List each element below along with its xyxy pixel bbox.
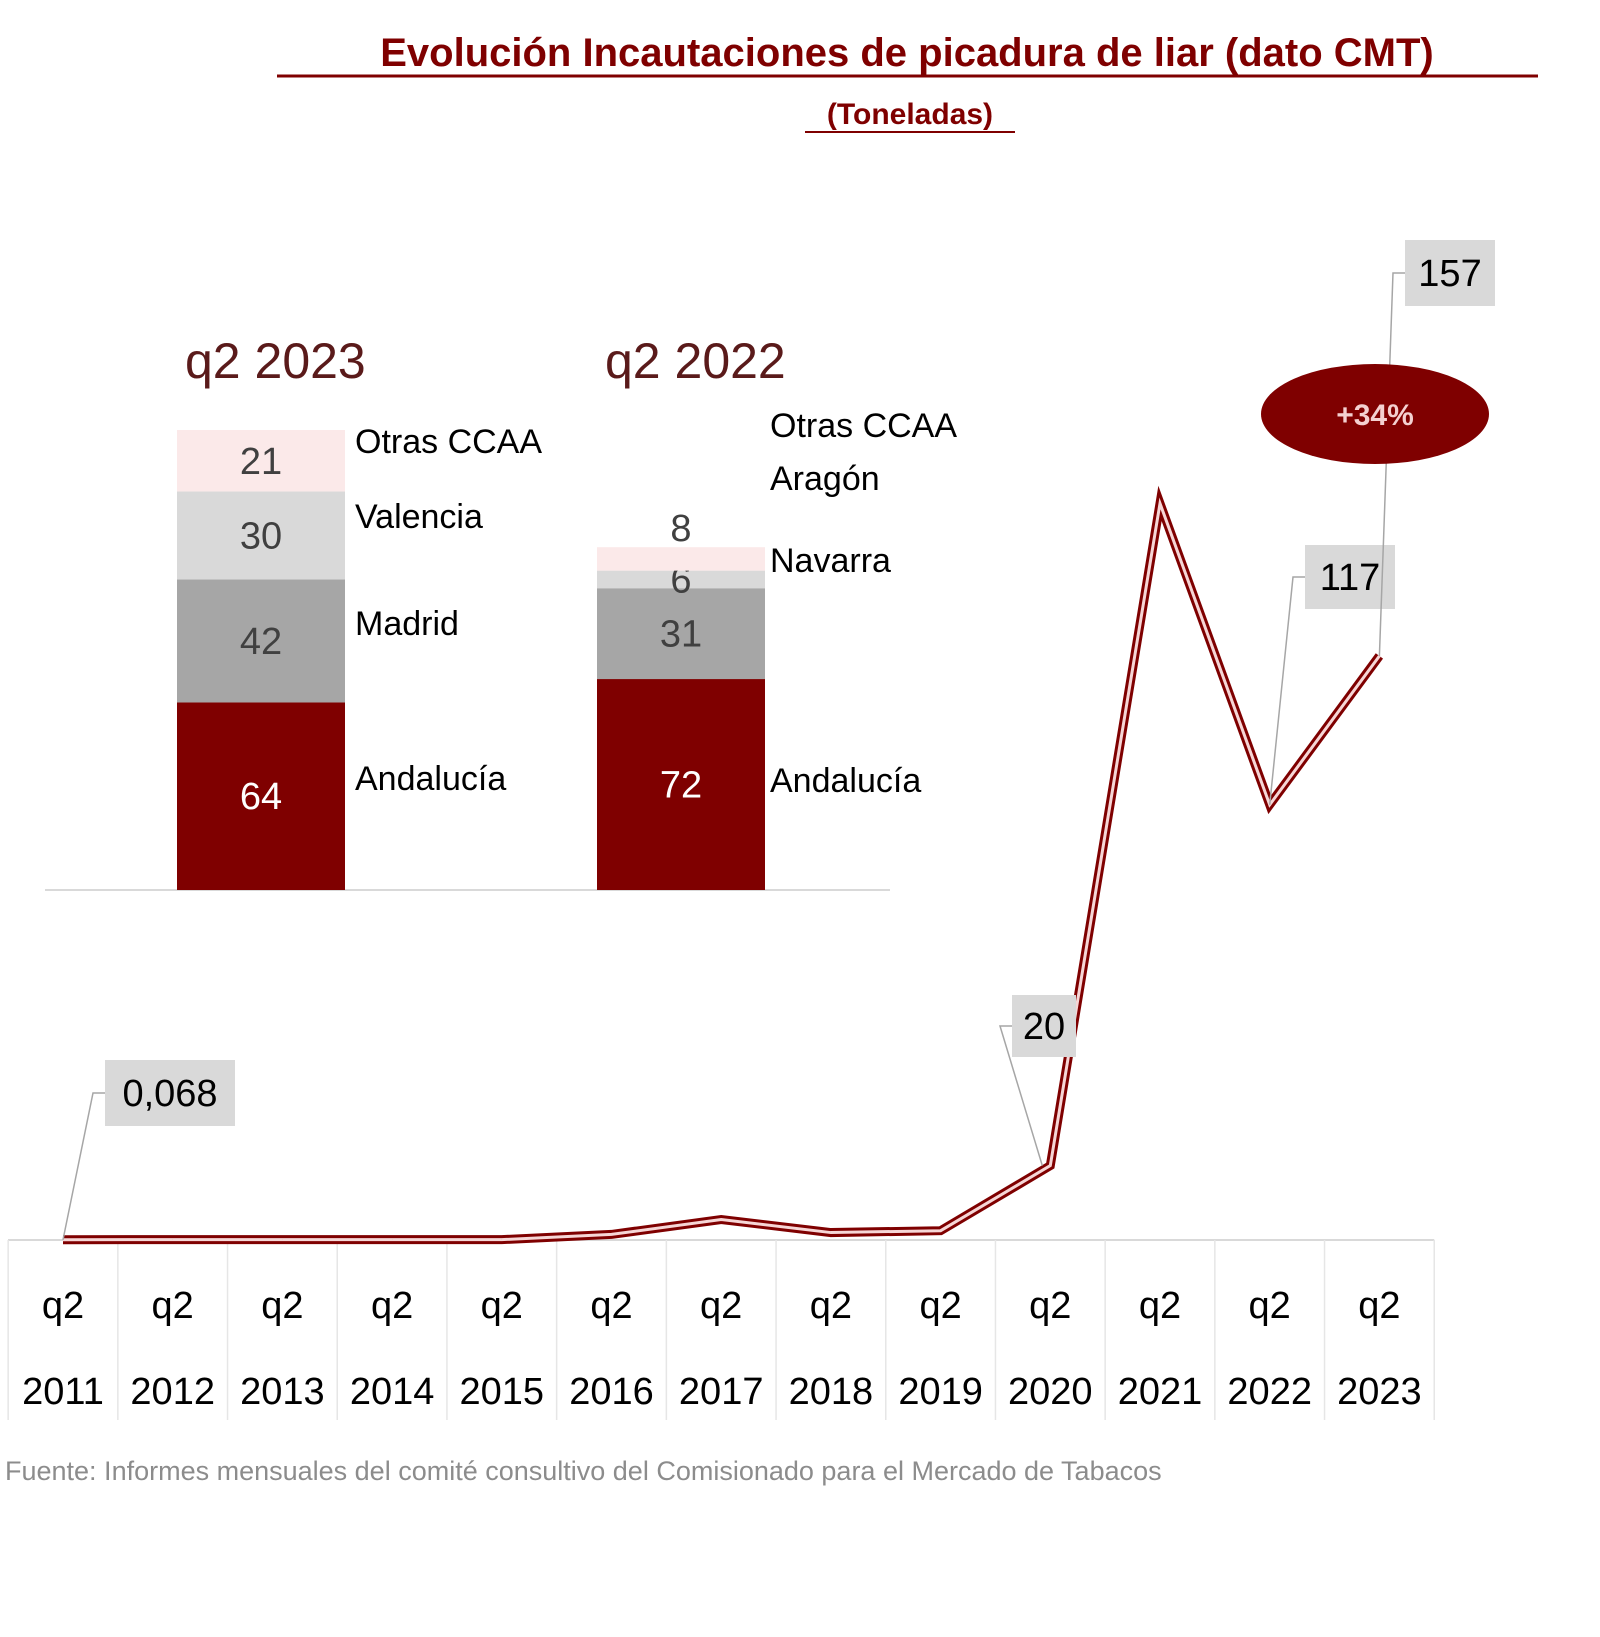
data-label-box xyxy=(1012,995,1076,1057)
bar-value-label: 72 xyxy=(660,765,702,807)
x-tick-label-year: 2021 xyxy=(1118,1371,1203,1413)
data-label-box xyxy=(105,1060,235,1126)
data-label-box xyxy=(1305,545,1395,609)
data-label: 0,068 xyxy=(122,1073,217,1115)
x-tick-label-quarter: q2 xyxy=(590,1285,632,1327)
x-tick-label-quarter: q2 xyxy=(1029,1285,1071,1327)
x-tick-label-quarter: q2 xyxy=(1139,1285,1181,1327)
chart-title: Evolución Incautaciones de picadura de l… xyxy=(380,31,1434,75)
x-tick-label-quarter: q2 xyxy=(42,1285,84,1327)
data-label-leader xyxy=(1378,272,1405,656)
x-tick-label-quarter: q2 xyxy=(1249,1285,1291,1327)
bar-value-label: 21 xyxy=(240,441,282,483)
bar-segment-valencia xyxy=(177,491,345,580)
bar-segment-navarra xyxy=(597,588,765,680)
bar-segment-andalucía xyxy=(597,679,765,890)
footer-source: Fuente: Informes mensuales del comité co… xyxy=(5,1456,1162,1486)
data-label-leader xyxy=(62,1092,105,1240)
x-tick-label-quarter: q2 xyxy=(810,1285,852,1327)
bar-title: q2 2022 xyxy=(605,333,786,389)
bar-segment-madrid xyxy=(177,579,345,703)
x-tick-label-year: 2023 xyxy=(1337,1371,1422,1413)
data-label: 157 xyxy=(1418,253,1481,295)
x-tick-label-quarter: q2 xyxy=(700,1285,742,1327)
bar-category-label: Otras CCAA xyxy=(355,423,542,461)
bar-value-label: 42 xyxy=(240,621,282,663)
x-tick-label-quarter: q2 xyxy=(371,1285,413,1327)
data-label: 117 xyxy=(1320,557,1381,599)
growth-badge-label: +34% xyxy=(1336,399,1414,432)
x-tick-label-quarter: q2 xyxy=(481,1285,523,1327)
chart-subtitle: (Toneladas) xyxy=(827,98,993,131)
x-tick-label-quarter: q2 xyxy=(261,1285,303,1327)
bar-segment-otras-ccaa xyxy=(597,547,765,571)
bar-category-label: Andalucía xyxy=(355,760,506,798)
x-tick-label-year: 2015 xyxy=(460,1371,545,1413)
bar-category-label: Otras CCAA xyxy=(770,407,957,445)
x-tick-label-year: 2022 xyxy=(1227,1371,1312,1413)
x-tick-label-year: 2017 xyxy=(679,1371,764,1413)
bar-title: q2 2023 xyxy=(185,333,366,389)
x-tick-label-year: 2016 xyxy=(569,1371,654,1413)
x-tick-label-year: 2012 xyxy=(130,1371,215,1413)
bar-segment-otras-ccaa xyxy=(177,429,345,492)
growth-badge xyxy=(1261,364,1489,464)
bar-category-label: Navarra xyxy=(770,542,891,580)
stacked-bar-chart: q2 2023 64 Andalucía 42 Madrid 30 Valencia 21 Ot… xyxy=(45,333,957,891)
bar-segment-aragón xyxy=(597,570,765,589)
bar-value-label: 8 xyxy=(670,508,691,550)
x-tick-label-quarter: q2 xyxy=(152,1285,194,1327)
x-tick-label-year: 2014 xyxy=(350,1371,435,1413)
x-tick-label-quarter: q2 xyxy=(1358,1285,1400,1327)
line-chart: q2 2011 q2 2012 q2 2013 q2 2014 q2 2015 q2 2016 q2 20… xyxy=(7,240,1495,1420)
bar-value-label: 30 xyxy=(240,515,282,557)
bar-category-label: Valencia xyxy=(355,498,483,536)
bar-value-label: 31 xyxy=(660,614,702,656)
data-label: 20 xyxy=(1023,1006,1065,1048)
data-label-box xyxy=(1405,240,1495,306)
x-tick-label-year: 2018 xyxy=(789,1371,874,1413)
bar-category-label: Aragón xyxy=(770,460,880,498)
x-tick-label-year: 2013 xyxy=(240,1371,325,1413)
bar-category-label: Andalucía xyxy=(770,762,921,800)
x-tick-label-year: 2019 xyxy=(898,1371,983,1413)
data-label-leader xyxy=(998,1025,1044,1166)
data-label-leader xyxy=(1268,576,1305,805)
bar-segment-andalucía xyxy=(177,702,345,890)
bar-category-label: Madrid xyxy=(355,605,459,643)
bar-value-label: 64 xyxy=(240,776,282,818)
x-tick-label-quarter: q2 xyxy=(919,1285,961,1327)
x-tick-label-year: 2011 xyxy=(22,1371,104,1413)
x-tick-label-year: 2020 xyxy=(1008,1371,1093,1413)
